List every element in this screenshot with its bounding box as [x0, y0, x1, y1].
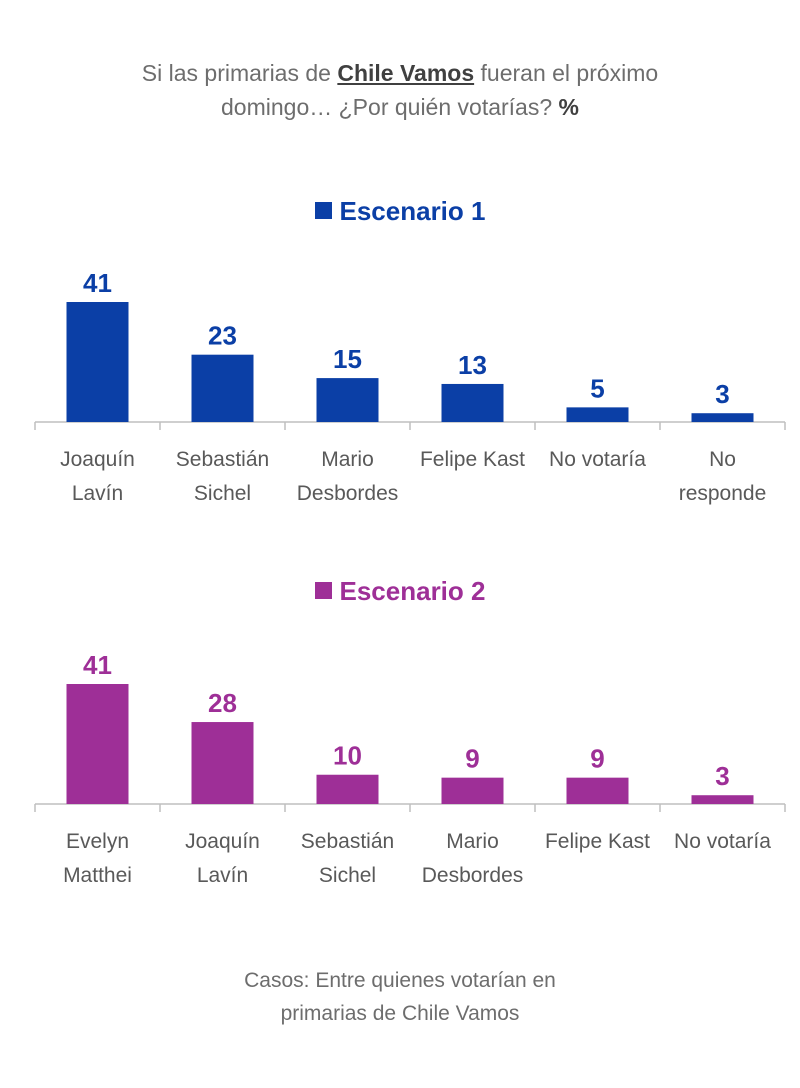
bar-value-label: 3 — [715, 761, 729, 791]
category-tick-label: responde — [679, 482, 767, 505]
category-tick-label: Sebastián — [176, 448, 269, 471]
bar — [441, 383, 504, 422]
bar — [566, 407, 629, 422]
category-tick-label: Sichel — [194, 482, 251, 505]
bar-value-label: 10 — [333, 741, 362, 771]
bar-value-label: 13 — [458, 350, 487, 380]
bar-value-label: 3 — [715, 379, 729, 409]
footer-note: Casos: Entre quienes votarían en primari… — [150, 964, 650, 1030]
title-line2: domingo… ¿Por quién votarías? — [221, 94, 553, 120]
category-tick-label: Desbordes — [422, 864, 524, 887]
category-tick-label: No votaría — [549, 448, 646, 471]
scenario-1-legend-swatch — [314, 202, 332, 219]
bar — [691, 795, 754, 804]
bar-value-label: 9 — [465, 744, 479, 774]
scenario-2-legend-swatch — [314, 582, 332, 599]
category-tick-label: Desbordes — [297, 482, 399, 505]
title-part1: Si las primarias de — [141, 60, 331, 86]
bar-value-label: 5 — [590, 373, 604, 403]
bar — [316, 774, 379, 804]
title-part2: fueran el próximo — [480, 60, 659, 86]
category-tick-label: Felipe Kast — [420, 448, 525, 471]
bar-value-label: 23 — [208, 321, 237, 351]
category-tick-label: Matthei — [63, 864, 132, 887]
scenario-2-legend-label: Escenario 2 — [339, 576, 486, 606]
bar — [191, 354, 254, 422]
scenario-1-legend-label: Escenario 1 — [339, 196, 486, 226]
scenario-1-bar-chart: 41 Joaquín Lavín 23 Sebastián Sichel 15 Mario De… — [34, 268, 786, 505]
category-tick-label: Sebastián — [301, 830, 394, 853]
category-tick-label: Sichel — [319, 864, 376, 887]
category-tick-label: Lavín — [197, 864, 248, 887]
category-tick-label: Joaquín — [185, 830, 260, 853]
bar-value-label: 28 — [208, 688, 237, 718]
title-highlight: Chile Vamos — [337, 60, 475, 86]
category-tick-label: Felipe Kast — [545, 830, 650, 853]
bar-value-label: 15 — [333, 344, 362, 374]
category-tick-label: No votaría — [674, 830, 771, 853]
bar — [191, 722, 254, 804]
footer-line-2: primarias de Chile Vamos — [280, 1002, 520, 1025]
bar — [66, 302, 129, 422]
category-tick-label: Mario — [321, 448, 374, 471]
category-tick-label: Joaquín — [60, 448, 135, 471]
bar — [566, 777, 629, 804]
title-unit: % — [558, 94, 579, 120]
category-tick-label: No — [709, 448, 736, 471]
bar — [66, 684, 129, 804]
scenario-2-bar-chart: 41 Evelyn Matthei 28 Joaquín Lavín 10 Sebastián… — [34, 650, 786, 887]
bar — [691, 413, 754, 422]
bar-value-label: 41 — [83, 268, 112, 298]
footer-line-1: Casos: Entre quienes votarían en — [244, 969, 556, 992]
category-tick-label: Lavín — [72, 482, 123, 505]
bar — [441, 777, 504, 804]
category-tick-label: Evelyn — [66, 830, 129, 853]
bar-value-label: 41 — [83, 650, 112, 680]
scenario-1-legend: Escenario 1 — [0, 196, 800, 227]
category-tick-label: Mario — [446, 830, 499, 853]
scenario-2-legend: Escenario 2 — [0, 576, 800, 607]
bar — [316, 378, 379, 422]
bar-value-label: 9 — [590, 744, 604, 774]
figure-title: Si las primarias de Chile Vamos fueran e… — [60, 56, 740, 124]
